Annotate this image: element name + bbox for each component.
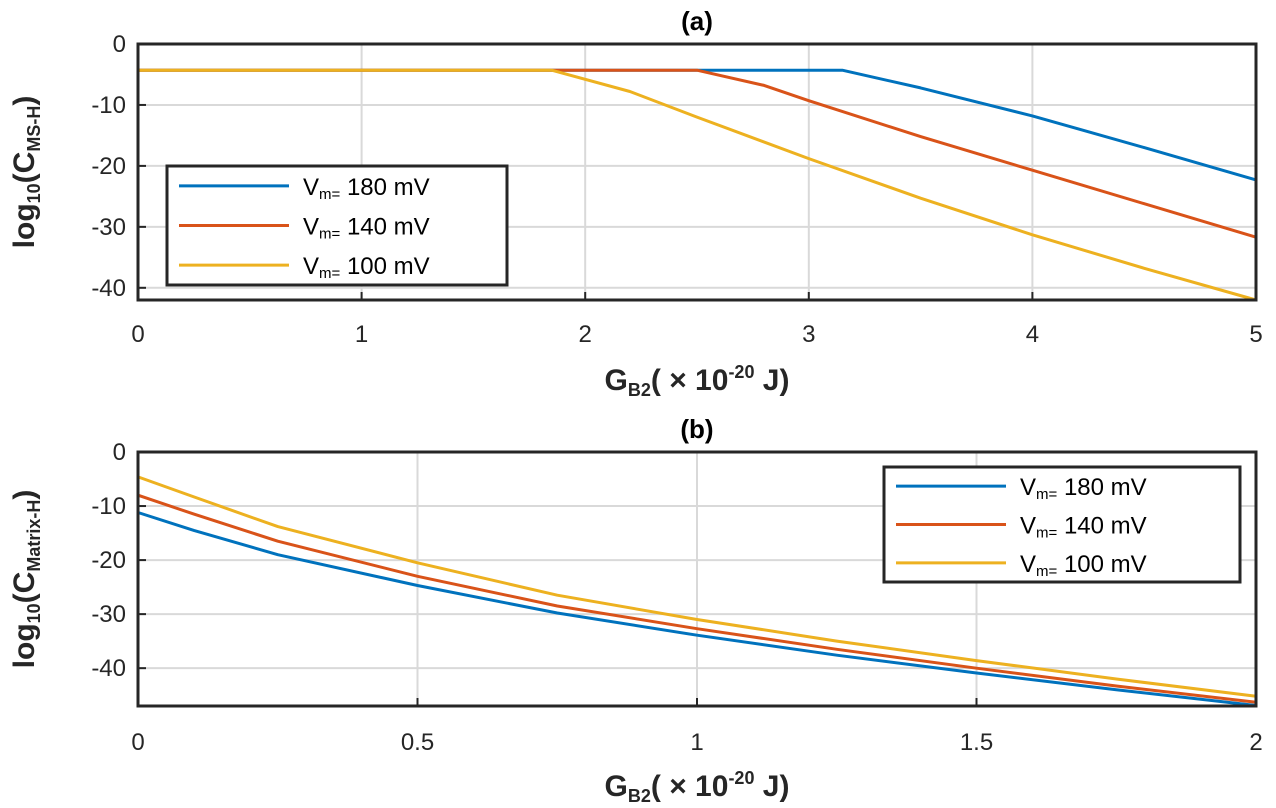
chart-title: (b) [680,414,713,444]
legend-unit: mV [394,214,430,241]
y-axis-label-subscript: 10 [24,603,44,623]
legend-var-subscript: m= [319,186,340,203]
x-tick-label: 0 [131,729,144,756]
x-tick-label: 1.5 [960,729,993,756]
chart-title: (a) [681,6,713,36]
legend-gap [1057,551,1064,578]
y-axis-label: log10(CMS-H) [8,96,44,249]
legend-value: 140 [1064,513,1104,540]
y-tick-label: -40 [91,655,126,682]
legend-gap [340,174,347,201]
x-axis-label-main: G [605,770,628,803]
y-tick-label: 0 [113,439,126,466]
x-axis-label-superscript: -20 [728,362,754,382]
y-tick-label: -20 [91,547,126,574]
legend-gap [1057,513,1064,540]
y-axis-label-open: (C [8,152,41,184]
y-axis-label-open: (C [8,572,41,604]
y-axis-label-subscript-c: MS-H [24,106,44,152]
legend-value: 140 [347,214,387,241]
y-tick-label: 0 [113,31,126,58]
legend-value: 180 [347,174,387,201]
legend-entry-140mv: Vm= 140 mV [303,214,430,243]
legend-gap [387,174,394,201]
legend-value: 180 [1064,474,1104,501]
legend-var: V [303,174,319,201]
legend-gap [1104,513,1111,540]
legend-var: V [1020,513,1036,540]
legend-gap [1104,474,1111,501]
legend-var: V [303,253,319,280]
x-axis-label-superscript: -20 [728,768,754,788]
legend-entry-180mv: Vm= 180 mV [303,174,430,203]
y-axis-label-close: ) [8,490,41,500]
legend-unit: mV [1111,551,1147,578]
legend-gap [340,214,347,241]
y-axis-label-main: log [8,203,41,248]
legend-unit: mV [394,174,430,201]
legend-entry-140mv: Vm= 140 mV [1020,513,1147,542]
y-tick-label: -30 [91,214,126,241]
y-axis-label-close: ) [8,96,41,106]
legend-entry-100mv: Vm= 100 mV [1020,551,1147,580]
legend-value: 100 [1064,551,1104,578]
legend-var: V [1020,551,1036,578]
legend-value: 100 [347,253,387,280]
legend-var-subscript: m= [319,226,340,243]
legend-var: V [303,214,319,241]
legend-gap [387,253,394,280]
legend-var-subscript: m= [1036,525,1057,542]
y-tick-label: -10 [91,493,126,520]
y-axis-label: log10(CMatrix-H) [8,490,44,669]
axes-frame [136,42,1258,302]
legend-gap [1104,551,1111,578]
x-tick-label: 0 [131,321,144,348]
x-tick-label: 4 [1026,321,1039,348]
chart-b: 0 0.5 1 1.5 20-10-20-30-40(b)GB2( × 10-20 J)… [8,414,1263,806]
legend-var: V [1020,474,1036,501]
x-tick-label: 1 [355,321,368,348]
x-tick-label: 2 [579,321,592,348]
y-tick-label: -30 [91,601,126,628]
x-tick-label: 0.5 [401,729,434,756]
legend-gap [1057,474,1064,501]
x-axis-label-rest: ( × 10 [651,770,729,803]
series-line-100mv [136,475,1258,698]
legend-gap [340,253,347,280]
legend-unit: mV [394,253,430,280]
x-axis-label-subscript: B2 [628,380,651,400]
x-tick-label: 2 [1249,729,1262,756]
legend-gap [387,214,394,241]
x-axis-label: GB2( × 10-20 J) [605,362,790,400]
y-axis-label-subscript: 10 [24,183,44,203]
series-line-180mv [136,511,1258,707]
legend-var-subscript: m= [319,265,340,282]
legend-unit: mV [1111,513,1147,540]
x-axis-label-unit: J) [754,364,789,397]
y-axis-label-subscript-c: Matrix-H [24,500,44,572]
series-line-140mv [136,493,1258,704]
x-tick-label: 5 [1249,321,1262,348]
legend-entry-180mv: Vm= 180 mV [1020,474,1147,503]
legend-entry-100mv: Vm= 100 mV [303,253,430,282]
y-tick-label: -20 [91,153,126,180]
legend-unit: mV [1111,474,1147,501]
y-tick-label: -10 [91,92,126,119]
legend-var-subscript: m= [1036,486,1057,503]
x-tick-label: 1 [690,729,703,756]
x-axis-label-subscript: B2 [628,786,651,806]
y-axis-label-main: log [8,623,41,668]
y-tick-label: -40 [91,275,126,302]
legend-var-subscript: m= [1036,563,1057,580]
x-axis-label-main: G [605,364,628,397]
x-axis-label-rest: ( × 10 [651,364,729,397]
x-axis-label-unit: J) [754,770,789,803]
series-line-100mv [136,68,1258,302]
x-tick-label: 3 [802,321,815,348]
x-axis-label: GB2( × 10-20 J) [605,768,790,806]
chart-a: 0 1 2 3 4 50-10-20-30-40(a)GB2( × 10-20 J)log… [8,6,1263,400]
